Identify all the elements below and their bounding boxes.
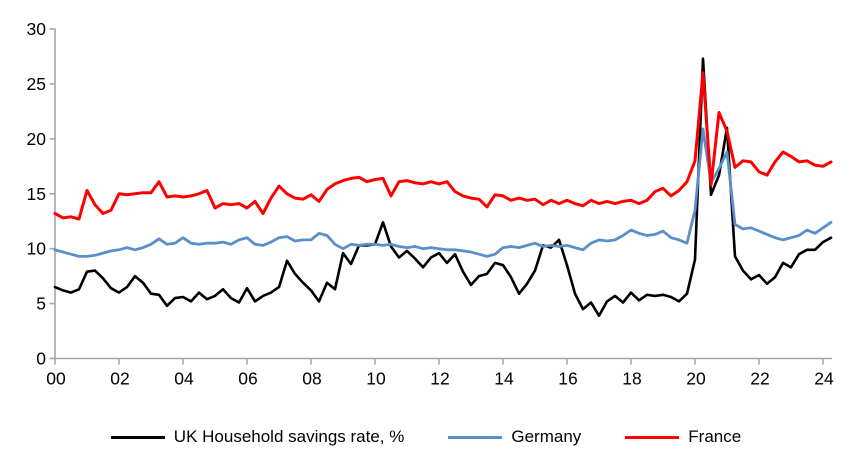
savings-rate-line-chart: 0 5 10 15 20 25 30 00 02 04 06 08 10 12 14 16 18 20 22 24 bbox=[27, 19, 834, 389]
x-axis-tick-label: 04 bbox=[174, 369, 194, 389]
france-legend-label: France bbox=[688, 427, 742, 446]
x-axis-tick-label: 08 bbox=[302, 369, 321, 389]
x-axis-tick-label: 12 bbox=[430, 369, 449, 389]
x-axis-tick-label: 24 bbox=[814, 369, 834, 389]
y-axis-tick-label: 5 bbox=[36, 294, 46, 314]
uk-line-swatch bbox=[110, 435, 165, 439]
legend-item-france: France bbox=[625, 422, 741, 452]
y-axis-tick-label: 25 bbox=[27, 74, 46, 94]
chart-legend: UK Household savings rate, % Germany Fra… bbox=[0, 422, 852, 452]
x-axis-tick-label: 18 bbox=[622, 369, 641, 389]
x-axis-tick-label: 14 bbox=[494, 369, 514, 389]
y-axis-tick-label: 30 bbox=[27, 19, 47, 39]
series-line-uk-household-savings-rate bbox=[53, 57, 833, 317]
series-line-germany bbox=[53, 127, 833, 258]
y-axis-tick-label: 20 bbox=[27, 129, 47, 149]
france-line-swatch bbox=[625, 435, 680, 439]
legend-item-germany: Germany bbox=[448, 422, 581, 452]
uk-legend-label: UK Household savings rate, % bbox=[173, 427, 405, 446]
x-axis-tick-label: 06 bbox=[238, 369, 257, 389]
x-axis-tick-label: 16 bbox=[558, 369, 577, 389]
x-axis-tick-label: 22 bbox=[750, 369, 769, 389]
x-axis-tick-label: 00 bbox=[46, 369, 66, 389]
x-axis-tick-label: 20 bbox=[686, 369, 706, 389]
y-axis-tick-label: 0 bbox=[36, 349, 46, 369]
x-axis-tick-label: 02 bbox=[110, 369, 129, 389]
y-axis-tick-label: 10 bbox=[27, 239, 47, 259]
germany-line-swatch bbox=[448, 435, 503, 439]
x-axis-tick-label: 10 bbox=[366, 369, 386, 389]
legend-item-uk: UK Household savings rate, % bbox=[110, 422, 405, 452]
germany-legend-label: Germany bbox=[511, 427, 582, 446]
y-axis-tick-label: 15 bbox=[27, 184, 46, 204]
series-line-france bbox=[53, 71, 833, 221]
